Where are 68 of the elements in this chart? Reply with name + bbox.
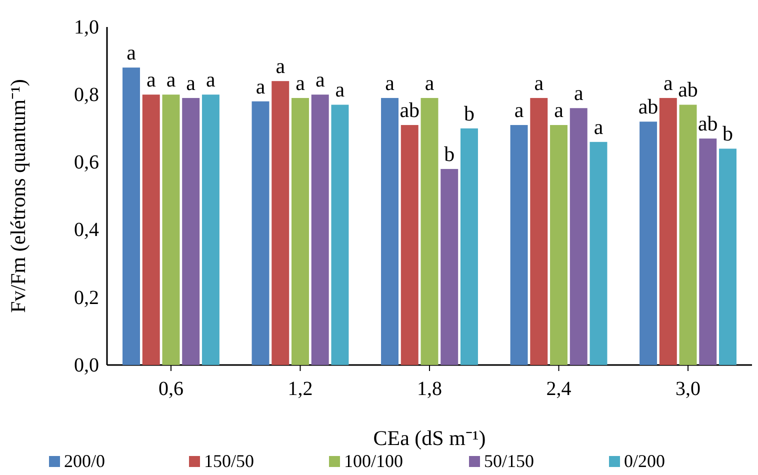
data-label: ab: [678, 78, 698, 102]
bar: [699, 138, 717, 365]
data-label: ab: [638, 94, 658, 119]
x-tick-label: 0,6: [158, 378, 184, 400]
data-label: a: [296, 70, 306, 95]
bar: [570, 108, 588, 365]
data-label: a: [574, 81, 584, 106]
data-label: a: [514, 98, 524, 122]
data-label: a: [186, 70, 196, 95]
bar: [381, 98, 399, 365]
bar: [202, 94, 220, 365]
data-label: a: [276, 54, 286, 78]
data-label: a: [594, 114, 604, 139]
bar: [590, 142, 608, 365]
data-label: a: [146, 68, 156, 92]
y-tick-label: 0,6: [74, 152, 99, 174]
legend-label: 0/200: [624, 451, 666, 471]
bar: [331, 104, 349, 365]
data-label: a: [256, 74, 266, 98]
data-label: a: [424, 70, 435, 95]
data-label: a: [385, 70, 396, 95]
legend-label: 100/100: [344, 451, 404, 471]
y-tick-label: 0,8: [74, 84, 99, 106]
bar: [530, 98, 548, 365]
y-tick-label: 0,4: [74, 219, 99, 242]
y-tick-label: 0,2: [74, 286, 99, 309]
data-label: a: [206, 68, 216, 92]
data-label: a: [166, 68, 176, 92]
legend-label: 200/0: [64, 451, 106, 471]
bar: [252, 101, 270, 365]
bar: [420, 98, 438, 365]
data-label: a: [315, 68, 326, 92]
bar: [142, 94, 160, 365]
x-tick-label: 2,4: [546, 378, 572, 400]
data-label: ab: [400, 98, 420, 122]
bar: [311, 94, 329, 365]
bar: [550, 125, 568, 365]
x-axis-title: CEa (dS m⁻¹): [373, 426, 486, 450]
bar: [440, 168, 458, 365]
bar: [182, 98, 200, 365]
bar: [162, 94, 180, 365]
data-label: a: [126, 40, 137, 65]
data-label: a: [534, 70, 544, 95]
x-tick-label: 3,0: [676, 378, 701, 400]
legend-label: 150/50: [204, 451, 254, 471]
data-label: b: [444, 142, 455, 166]
bar: [659, 98, 677, 365]
bar: [122, 68, 140, 365]
bar: [640, 122, 658, 365]
bar: [292, 98, 309, 365]
data-label: ab: [698, 112, 718, 136]
y-axis-title: Fv/Fm (elétrons quantum⁻¹): [6, 79, 30, 313]
data-label: a: [335, 78, 346, 102]
x-tick-label: 1,8: [417, 378, 442, 400]
bar: [719, 148, 736, 365]
data-label: b: [464, 101, 474, 126]
y-tick-label: 1,0: [74, 16, 99, 38]
legend-label: 50/150: [484, 451, 534, 471]
bar: [400, 125, 418, 365]
x-tick-label: 1,2: [288, 378, 313, 400]
bar: [460, 128, 478, 365]
data-label: a: [663, 70, 674, 95]
bar: [679, 104, 697, 365]
bar: [510, 125, 528, 365]
y-tick-label: 0,0: [74, 354, 99, 376]
data-label: a: [554, 98, 564, 122]
data-label: b: [722, 122, 733, 146]
bar: [272, 81, 290, 365]
